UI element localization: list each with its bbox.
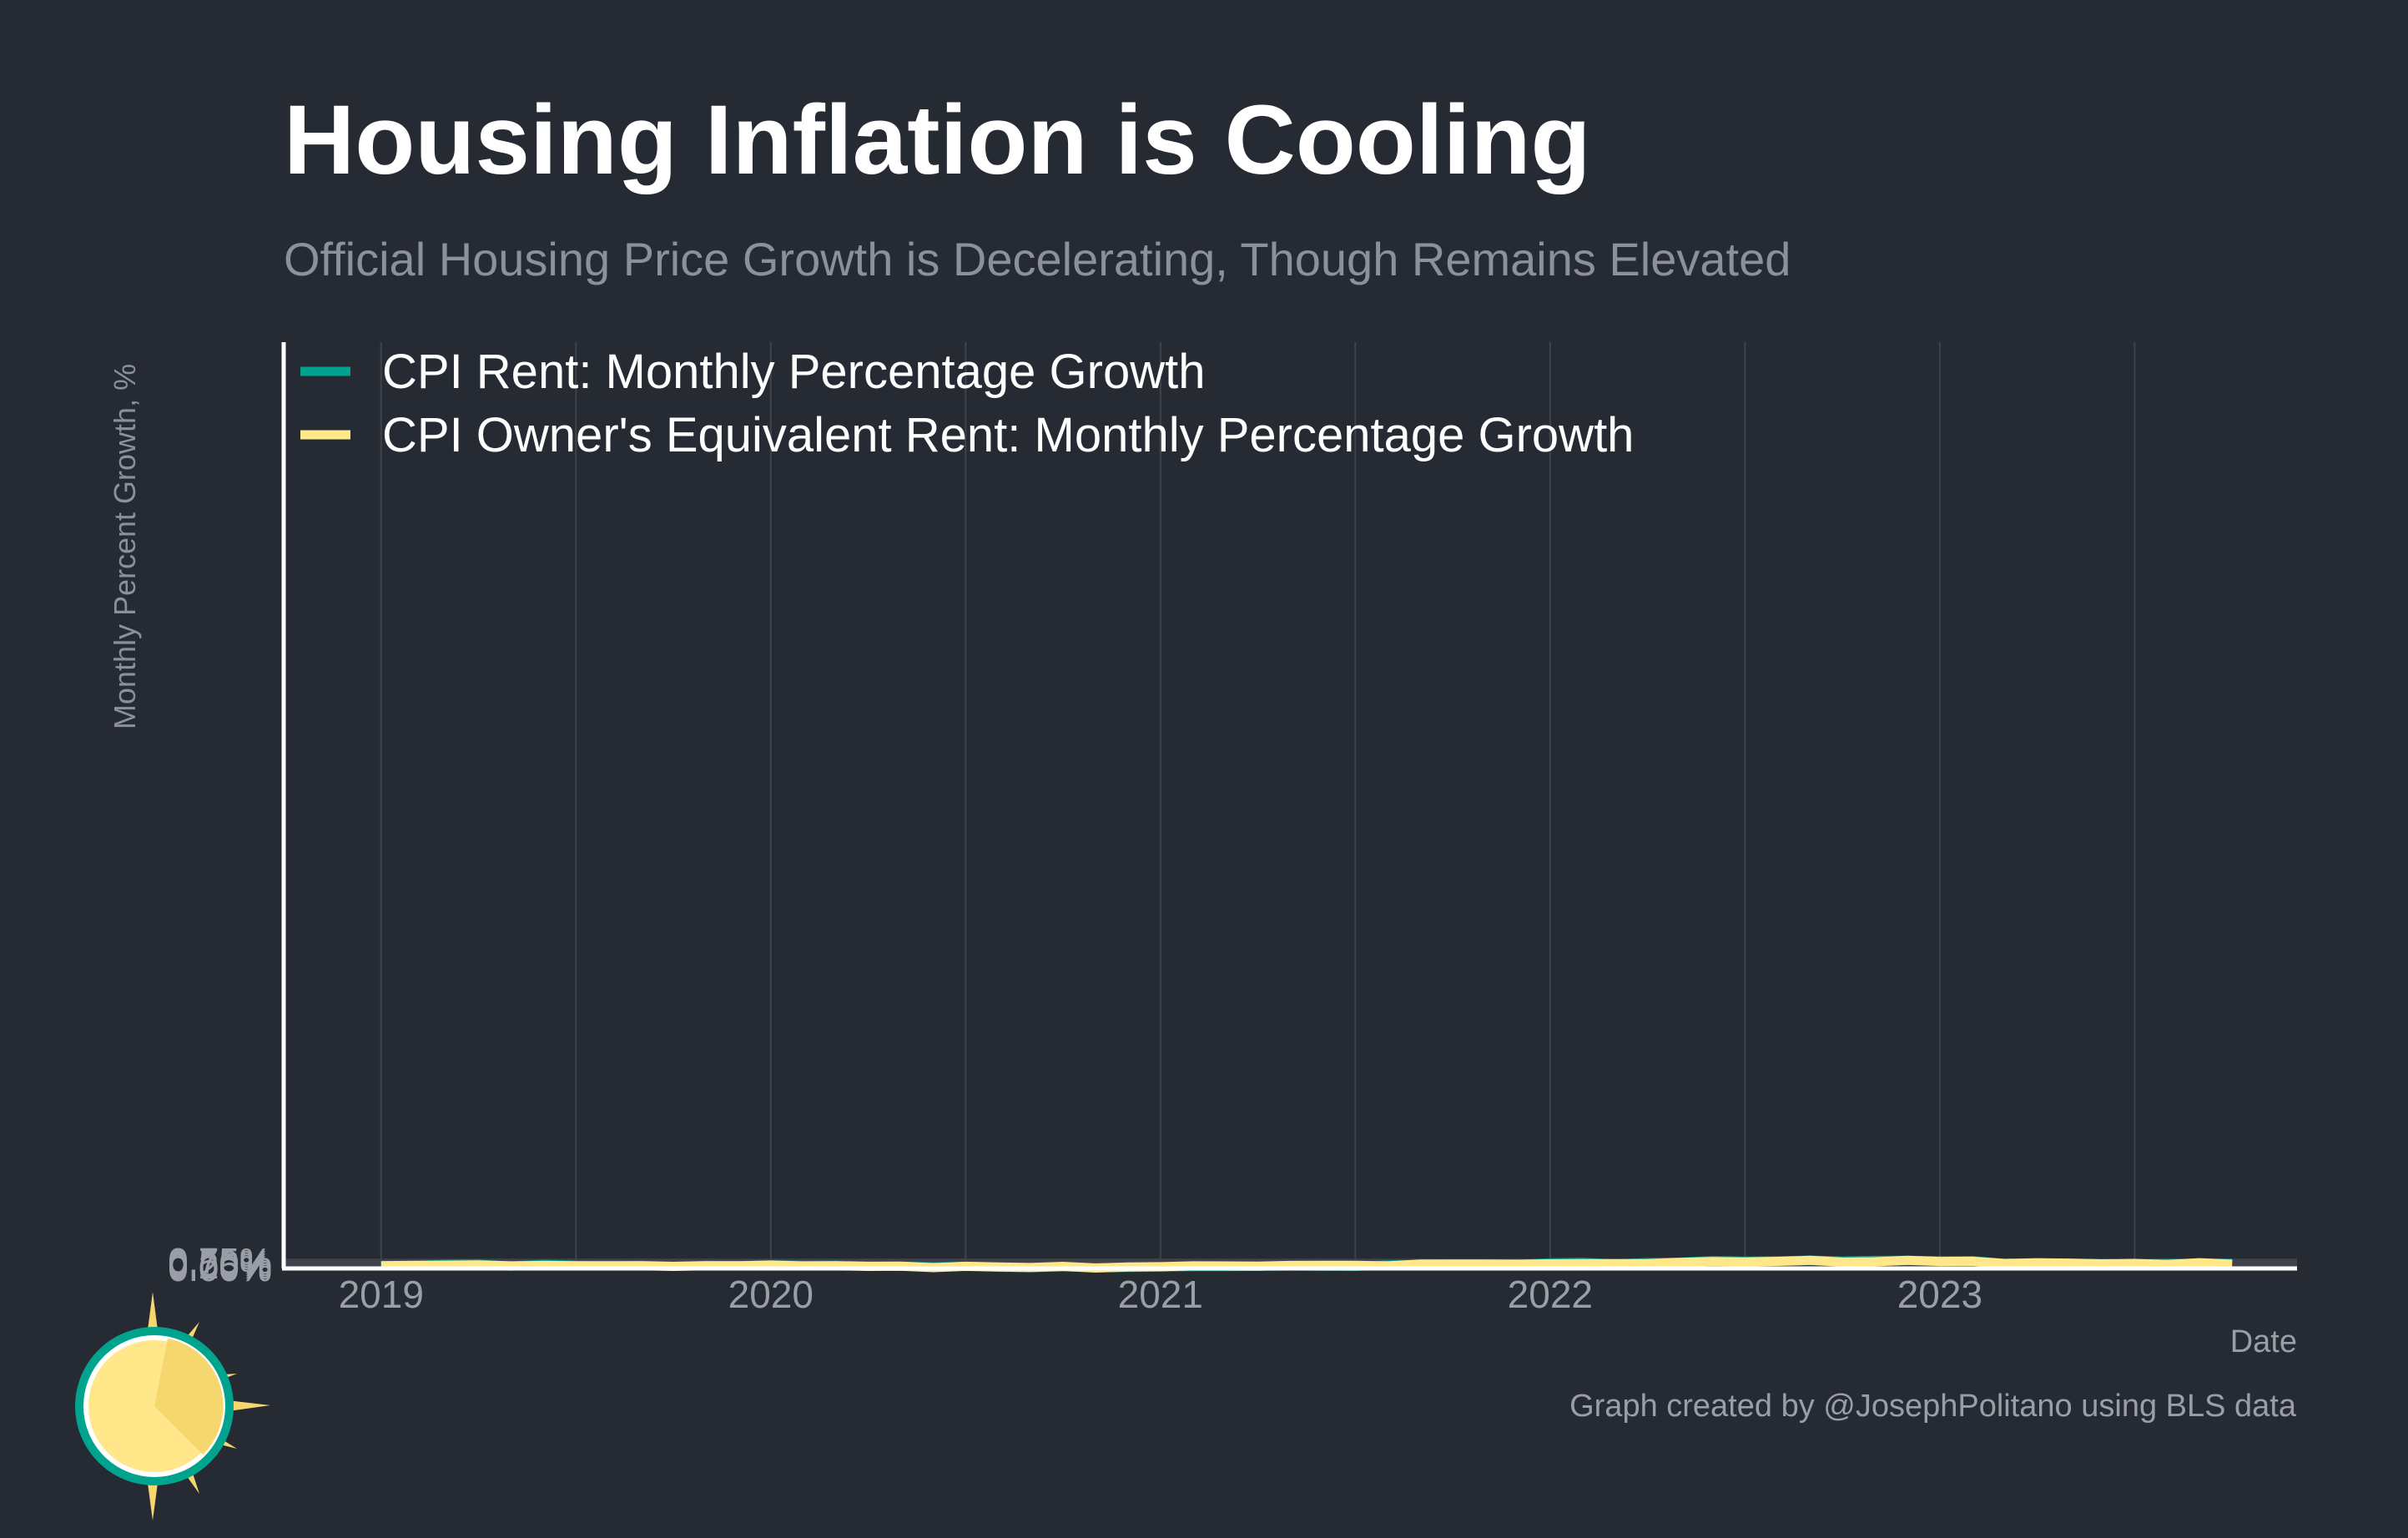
y-tick-label: 0.00% — [168, 1248, 272, 1289]
grid-lines — [284, 342, 2297, 1269]
legend-label: CPI Owner's Equivalent Rent: Monthly Per… — [382, 408, 1634, 462]
x-tick-label: 2023 — [1897, 1273, 1982, 1316]
y-tick-label: 0.50% — [168, 1243, 272, 1284]
credit-note: Graph created by @JosephPolitano using B… — [1569, 1389, 2296, 1424]
chart-title: Housing Inflation is Cooling — [284, 85, 1591, 195]
x-tick-label: 2021 — [1118, 1273, 1203, 1316]
x-tick-label: 2020 — [728, 1273, 814, 1316]
axes — [281, 342, 2297, 1271]
series-lines — [380, 1255, 2233, 1273]
chart-subtitle: Official Housing Price Growth is Deceler… — [284, 233, 1791, 285]
y-tick-label: 0.25% — [168, 1246, 272, 1287]
x-tick-label: 2019 — [339, 1273, 424, 1316]
x-tick-labels: 2019 2020 2021 2022 2023 — [339, 1273, 1982, 1316]
y-tick-label: 0.75% — [168, 1241, 272, 1282]
x-axis-label: Date — [2230, 1324, 2297, 1359]
y-tick-labels: 0.00%0.25%0.50%0.75% — [168, 1241, 272, 1289]
legend-label: CPI Rent: Monthly Percentage Growth — [382, 345, 1205, 399]
series-line-cpi-oer — [380, 1255, 2233, 1273]
legend: CPI Rent: Monthly Percentage Growth CPI O… — [300, 345, 1634, 462]
x-tick-label: 2022 — [1508, 1273, 1593, 1316]
sun-logo-icon — [75, 1292, 270, 1520]
y-axis-label: Monthly Percent Growth, % — [108, 364, 142, 729]
